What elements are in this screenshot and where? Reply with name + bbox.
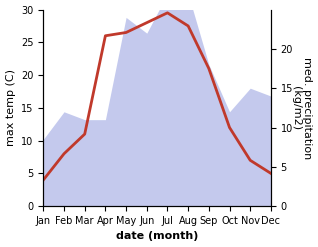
Y-axis label: med. precipitation
(kg/m2): med. precipitation (kg/m2): [291, 57, 313, 159]
Y-axis label: max temp (C): max temp (C): [5, 69, 16, 146]
X-axis label: date (month): date (month): [116, 231, 198, 242]
